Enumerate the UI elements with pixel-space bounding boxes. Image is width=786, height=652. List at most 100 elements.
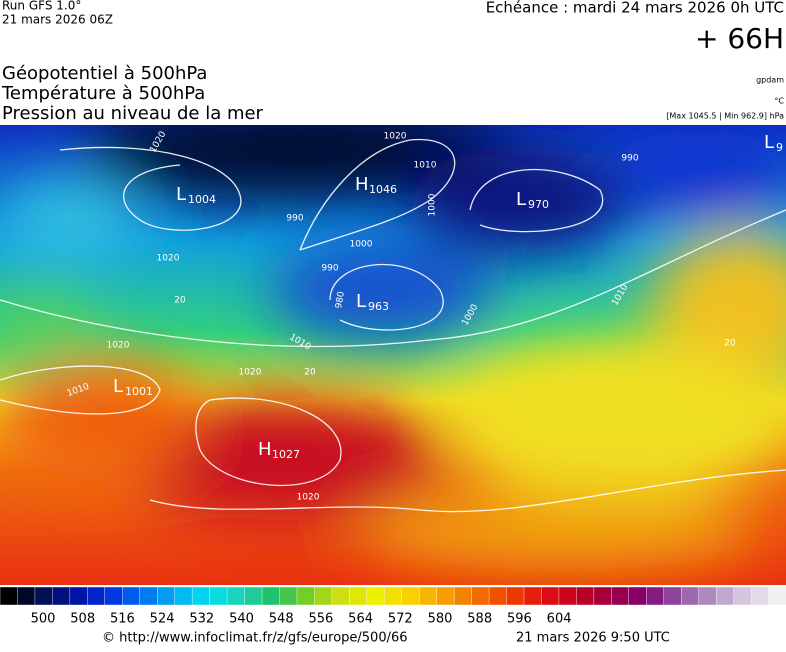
colorbar-swatch [226,586,246,606]
title: Pression au niveau de la mer [2,103,264,124]
colorbar-swatch [401,586,420,606]
lead-time: + 66H [695,22,784,55]
colorbar-label: 596 [507,612,532,627]
colorbar-label: 532 [189,612,214,627]
colorbar-label: 540 [229,612,254,627]
source: © http://www.infoclimat.fr/z/gfs/europe/… [102,631,408,646]
colorbar-label: 548 [269,612,294,627]
colorbar-label: 604 [547,612,572,627]
center-kind: L [764,132,774,153]
contour-label: 990 [621,154,638,164]
colorbar-label: 516 [110,612,135,627]
colorbar-swatch [87,586,106,606]
colorbar-swatch [296,586,315,606]
generated: 21 mars 2026 9:50 UTC [516,631,670,646]
contour-label: 1010 [414,161,437,171]
center-value: 9 [776,141,783,154]
contour-label: 20 [724,339,736,349]
colorbar-label: 580 [428,612,453,627]
echeance: Echéance : mardi 24 mars 2026 0h UTC [486,0,784,17]
contour-label: 1020 [297,493,320,503]
colorbar-swatch [209,586,228,606]
colorbar-swatch [488,586,508,606]
colorbar-swatch [646,586,665,606]
contour-label: 1020 [157,254,180,264]
center-kind: L [516,189,526,210]
colorbar: 500 508 516 524 532 540 548 556 564 572 580 588 596 6… [0,586,786,627]
contour-label: 1020 [384,132,407,142]
isobar [469,168,604,233]
colorbar-swatch [261,586,280,606]
center-kind: L [176,184,186,205]
unit: [Max 1045.5 | Min 962.9] hPa [666,112,784,121]
isobar [0,365,161,415]
colorbar-swatch [0,586,18,606]
colorbar-swatch [471,586,490,606]
colorbar-swatch [715,586,735,606]
colorbar-swatch [506,586,525,606]
colorbar-swatch [558,586,577,606]
contour-label: 990 [286,214,303,224]
colorbar-swatch [139,586,158,606]
colorbar-swatch [453,586,473,606]
colorbar-swatch [523,586,542,606]
colorbar-swatch [366,586,385,606]
title: Géopotentiel à 500hPa [2,63,207,84]
colorbar-swatch [593,586,612,606]
colorbar-swatch [174,586,193,606]
colorbar-swatch [733,586,752,606]
title: Température à 500hPa [1,83,205,104]
colorbar-swatch [331,586,350,606]
colorbar-swatch [768,586,786,606]
isobar [329,263,444,331]
colorbar-swatch [17,586,36,606]
colorbar-label: 556 [308,612,333,627]
isobar [59,146,242,231]
colorbar-swatch [541,586,560,606]
center-value: 970 [528,198,549,211]
contour-label: 20 [174,296,186,306]
isobar [195,397,342,487]
colorbar-swatch [279,586,298,606]
colorbar-swatch [34,586,53,606]
center-kind: L [113,376,123,397]
colorbar-label: 500 [31,612,56,627]
colorbar-label: 588 [467,612,492,627]
colorbar-swatch [750,586,770,606]
center-value: 1001 [125,385,153,398]
run: Run GFS 1.0° [2,0,81,13]
center-kind: H [355,174,369,195]
contour-label: 1020 [107,341,130,351]
colorbar-swatch [52,586,71,606]
center-kind: L [356,291,366,312]
colorbar-swatch [104,586,123,606]
colorbar-swatch [436,586,455,606]
contour-label: 20 [304,368,316,378]
contour-label: 1020 [239,368,262,378]
contour-label: 1000 [350,240,373,250]
center-kind: H [258,439,272,460]
colorbar-label: 564 [348,612,373,627]
colorbar-swatch [419,586,438,606]
unit: °C [774,97,784,106]
center-value: 963 [368,300,389,313]
center-value: 1004 [188,193,216,206]
contour-label: 990 [321,264,338,274]
colorbar-swatch [663,586,682,606]
colorbar-swatch [122,586,141,606]
contour-label: 980 [334,290,347,309]
unit: gpdam [756,76,784,85]
colorbar-swatch [384,586,403,606]
isobar [149,469,786,513]
colorbar-swatch [698,586,717,606]
colorbar-swatch [191,586,211,606]
colorbar-swatch [576,586,595,606]
center-value: 1027 [272,448,300,461]
colorbar-swatch [681,586,700,606]
colorbar-label: 508 [70,612,95,627]
colorbar-swatch [349,586,368,606]
